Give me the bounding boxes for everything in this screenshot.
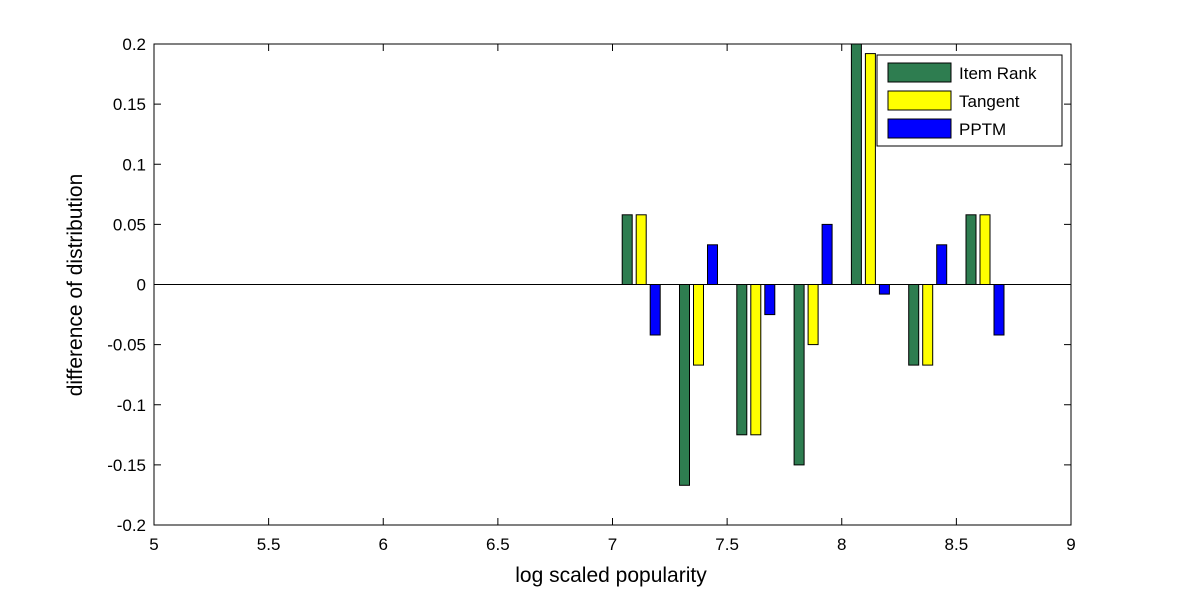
bar-tangent-3 — [807, 284, 819, 346]
bar-item-rank-2 — [736, 284, 748, 436]
y-tick-label: 0.1 — [122, 155, 146, 174]
x-axis-label: log scaled popularity — [515, 564, 707, 587]
y-tick-label: -0.1 — [117, 396, 146, 415]
x-tick-label: 8 — [837, 535, 846, 554]
legend-label: Item Rank — [959, 64, 1037, 83]
bar-pptm-3 — [821, 223, 833, 285]
x-tick-label: 7 — [608, 535, 617, 554]
y-tick-label: 0.05 — [113, 215, 146, 234]
bar-tangent-5 — [922, 284, 934, 366]
legend-label: PPTM — [959, 120, 1006, 139]
legend: Item Rank Tangent PPTM — [876, 54, 1063, 147]
y-axis-label: difference of distribution — [64, 174, 87, 397]
bar-tangent-6 — [979, 214, 991, 285]
y-tick-label: 0 — [137, 276, 146, 295]
y-tick-label: 0.2 — [122, 35, 146, 54]
bar-pptm-2 — [764, 284, 776, 316]
bar-item-rank-5 — [908, 284, 920, 366]
bar-pptm-1 — [707, 244, 718, 286]
bar-tangent-4 — [864, 53, 876, 285]
x-tick-label: 5.5 — [257, 535, 281, 554]
x-tick-label: 6 — [379, 535, 388, 554]
legend-swatch — [887, 62, 952, 83]
bar-item-rank-1 — [679, 284, 690, 486]
bar-item-rank-6 — [965, 214, 977, 285]
x-tick-label: 9 — [1066, 535, 1075, 554]
bar-pptm-0 — [649, 284, 661, 336]
legend-label: Tangent — [959, 92, 1020, 111]
x-tick-label: 5 — [149, 535, 158, 554]
bar-tangent-1 — [693, 284, 704, 366]
y-tick-label: -0.2 — [117, 516, 146, 535]
y-tick-label: -0.05 — [107, 336, 146, 355]
bar-item-rank-4 — [850, 43, 862, 285]
bars-layer — [621, 43, 1005, 486]
y-tick-label: 0.15 — [113, 95, 146, 114]
x-tick-label: 8.5 — [945, 535, 969, 554]
legend-swatch — [887, 90, 952, 111]
ticks-layer: 5 5.5 6 6.5 7 7.5 8 8.5 9 -0.2 -0.15 -0.1 -0.05 0 0.05… — [107, 35, 1075, 554]
bar-item-rank-0 — [621, 214, 633, 285]
y-tick-label: -0.15 — [107, 456, 146, 475]
x-tick-label: 6.5 — [486, 535, 510, 554]
bar-tangent-0 — [635, 214, 647, 285]
bar-tangent-2 — [750, 284, 762, 436]
legend-swatch — [887, 118, 952, 139]
bar-pptm-6 — [993, 284, 1005, 336]
x-tick-label: 7.5 — [715, 535, 739, 554]
bar-pptm-4 — [878, 284, 890, 295]
bar-pptm-5 — [936, 244, 948, 286]
bar-item-rank-3 — [793, 284, 805, 466]
